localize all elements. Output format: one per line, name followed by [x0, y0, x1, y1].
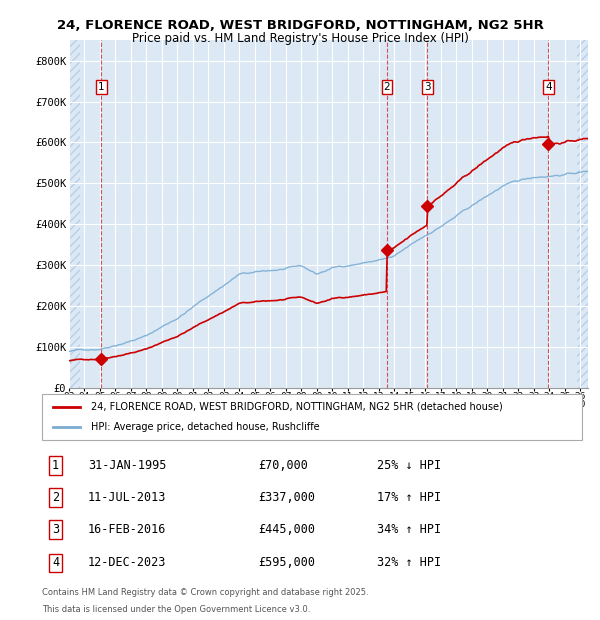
Text: £445,000: £445,000: [258, 523, 315, 536]
Bar: [577, 40, 588, 388]
Text: 34% ↑ HPI: 34% ↑ HPI: [377, 523, 441, 536]
Text: 2: 2: [383, 82, 390, 92]
Text: 11-JUL-2013: 11-JUL-2013: [88, 491, 166, 504]
Text: HPI: Average price, detached house, Rushcliffe: HPI: Average price, detached house, Rush…: [91, 422, 319, 432]
Text: 16-FEB-2016: 16-FEB-2016: [88, 523, 166, 536]
Bar: [69, 40, 80, 388]
Text: 4: 4: [52, 556, 59, 569]
Text: 1: 1: [52, 459, 59, 472]
Text: 24, FLORENCE ROAD, WEST BRIDGFORD, NOTTINGHAM, NG2 5HR: 24, FLORENCE ROAD, WEST BRIDGFORD, NOTTI…: [56, 19, 544, 32]
Text: 1: 1: [98, 82, 104, 92]
Text: 12-DEC-2023: 12-DEC-2023: [88, 556, 166, 569]
Text: 24, FLORENCE ROAD, WEST BRIDGFORD, NOTTINGHAM, NG2 5HR (detached house): 24, FLORENCE ROAD, WEST BRIDGFORD, NOTTI…: [91, 402, 502, 412]
Text: 25% ↓ HPI: 25% ↓ HPI: [377, 459, 441, 472]
Text: 4: 4: [545, 82, 552, 92]
Text: £337,000: £337,000: [258, 491, 315, 504]
FancyBboxPatch shape: [42, 394, 582, 440]
Text: 3: 3: [52, 523, 59, 536]
Text: £70,000: £70,000: [258, 459, 308, 472]
Text: 3: 3: [424, 82, 430, 92]
Text: This data is licensed under the Open Government Licence v3.0.: This data is licensed under the Open Gov…: [42, 605, 310, 614]
Text: 31-JAN-1995: 31-JAN-1995: [88, 459, 166, 472]
Text: Contains HM Land Registry data © Crown copyright and database right 2025.: Contains HM Land Registry data © Crown c…: [42, 588, 368, 597]
Text: 2: 2: [52, 491, 59, 504]
Text: £595,000: £595,000: [258, 556, 315, 569]
Text: 32% ↑ HPI: 32% ↑ HPI: [377, 556, 441, 569]
Text: Price paid vs. HM Land Registry's House Price Index (HPI): Price paid vs. HM Land Registry's House …: [131, 32, 469, 45]
Text: 17% ↑ HPI: 17% ↑ HPI: [377, 491, 441, 504]
